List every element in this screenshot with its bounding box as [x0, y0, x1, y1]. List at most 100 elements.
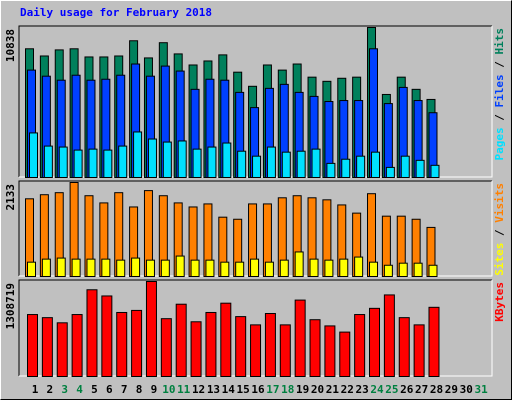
x-tick-label: 12 [192, 383, 205, 396]
bar [116, 311, 128, 377]
bar [160, 259, 170, 278]
bar [101, 258, 111, 277]
x-tick-label: 15 [237, 383, 250, 396]
bar [400, 155, 410, 179]
x-tick-label: 17 [266, 383, 279, 396]
bar [385, 166, 395, 179]
bar [41, 317, 53, 378]
bar [430, 164, 440, 179]
bar [145, 281, 157, 377]
x-tick-label: 22 [341, 383, 354, 396]
bar [309, 258, 319, 277]
bar [341, 158, 351, 178]
y-tick-label: 2133 [4, 184, 17, 211]
bar [86, 258, 96, 277]
y-tick-label: 10838 [4, 29, 17, 62]
bar [354, 256, 364, 277]
bar [339, 258, 349, 277]
legend-entry: Visits [493, 183, 506, 223]
bar [371, 151, 381, 179]
x-tick-label: 9 [151, 383, 158, 396]
bar [88, 148, 98, 179]
bar [56, 257, 66, 278]
x-tick-label: 2 [47, 383, 54, 396]
bar [294, 251, 304, 278]
x-tick-label: 5 [91, 383, 98, 396]
chart-title: Daily usage for February 2018 [20, 6, 212, 19]
bar [235, 316, 247, 377]
bar [41, 258, 51, 277]
bar [309, 319, 321, 378]
x-tick-label: 18 [281, 383, 294, 396]
legend-entry: KBytes [493, 282, 506, 322]
legend-separator: / [493, 108, 506, 128]
bar [220, 302, 232, 377]
bar [383, 103, 393, 178]
bar [252, 155, 262, 179]
legend-entry: Hits [493, 28, 506, 55]
x-tick-label: 24 [370, 383, 384, 396]
bar [235, 261, 245, 278]
bar [296, 150, 306, 178]
bar [369, 261, 379, 278]
bar [383, 294, 395, 377]
bar [160, 318, 172, 377]
bar [175, 303, 187, 377]
x-tick-label: 27 [415, 383, 428, 396]
bar [71, 314, 83, 377]
bar [428, 306, 440, 377]
x-tick-label: 11 [177, 383, 191, 396]
bar [29, 132, 38, 179]
bar [250, 258, 260, 277]
x-tick-label: 23 [356, 383, 369, 396]
panel-shadow [18, 25, 492, 177]
bar [131, 257, 141, 278]
bar [192, 148, 202, 179]
bar [281, 151, 291, 179]
bar [190, 259, 200, 278]
bar [326, 162, 336, 179]
bar [356, 155, 366, 179]
bar [354, 314, 366, 377]
y-tick-label: 1308719 [4, 283, 17, 329]
bar [383, 264, 393, 277]
bar [56, 322, 68, 377]
bar [324, 259, 334, 278]
legend-entry: Files [493, 74, 506, 107]
bar [175, 255, 185, 278]
bar [264, 313, 276, 378]
bar [339, 331, 351, 377]
x-tick-label: 16 [251, 383, 265, 396]
bar [43, 145, 53, 178]
legend: KBytes [493, 282, 506, 322]
legend: Pages / Files / Hits [493, 28, 506, 161]
bar [147, 138, 157, 178]
bar [294, 299, 306, 378]
bar [220, 261, 230, 278]
x-tick-label: 7 [121, 383, 128, 396]
bar [131, 309, 143, 377]
bar [116, 259, 126, 278]
x-tick-label: 6 [106, 383, 113, 396]
x-tick-label: 29 [445, 383, 458, 396]
x-tick-label: 8 [136, 383, 143, 396]
bar [264, 261, 274, 278]
bar [101, 295, 113, 378]
x-tick-label: 1 [32, 383, 39, 396]
legend: Sites / Visits [493, 183, 506, 276]
x-tick-label: 25 [385, 383, 398, 396]
x-tick-label: 26 [400, 383, 414, 396]
bar [145, 259, 155, 278]
bar [369, 307, 381, 377]
bar [27, 261, 36, 278]
x-tick-label: 28 [430, 383, 443, 396]
x-tick-label: 31 [474, 383, 488, 396]
bar [266, 146, 276, 178]
bar [86, 289, 98, 377]
bar [413, 324, 425, 378]
bar [190, 321, 202, 378]
bar [177, 140, 187, 179]
bar [205, 259, 215, 278]
x-tick-label: 19 [296, 383, 309, 396]
